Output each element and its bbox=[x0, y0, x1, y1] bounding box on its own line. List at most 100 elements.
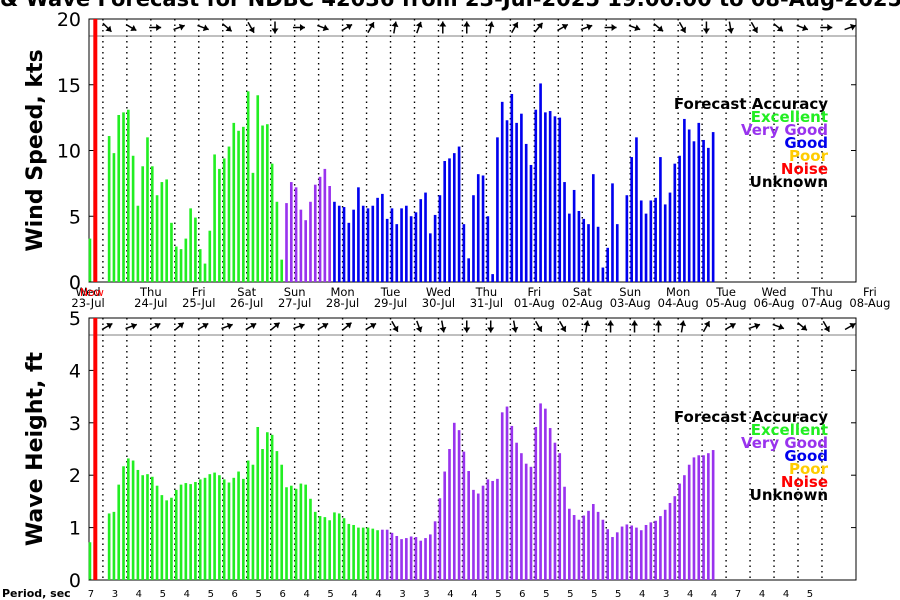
date-label: 03-Aug bbox=[610, 296, 651, 310]
bar bbox=[467, 258, 470, 282]
direction-arrow bbox=[844, 322, 856, 331]
direction-arrow bbox=[583, 320, 591, 333]
bar bbox=[505, 406, 509, 580]
bar bbox=[347, 222, 351, 282]
arrow-head bbox=[654, 320, 662, 326]
bar bbox=[270, 163, 274, 282]
y-tick-label: 10 bbox=[57, 141, 81, 163]
bar bbox=[668, 192, 672, 282]
bar bbox=[529, 164, 533, 282]
bar bbox=[591, 174, 595, 282]
bar bbox=[496, 478, 499, 580]
direction-arrow bbox=[702, 320, 711, 333]
period-value: 4 bbox=[783, 589, 789, 600]
bar bbox=[544, 408, 547, 580]
direction-arrow bbox=[341, 23, 353, 32]
bar bbox=[184, 483, 188, 580]
period-value: 4 bbox=[375, 589, 381, 600]
bar bbox=[361, 527, 365, 580]
arrow-head bbox=[702, 28, 710, 34]
legend-title: Forecast Accuracy bbox=[674, 408, 828, 426]
period-value: 5 bbox=[208, 589, 214, 600]
direction-arrow bbox=[822, 320, 830, 333]
bar bbox=[534, 426, 538, 580]
period-value: 5 bbox=[495, 589, 501, 600]
direction-arrow bbox=[487, 320, 495, 333]
period-value: 4 bbox=[136, 589, 142, 600]
arrow-head bbox=[105, 25, 112, 32]
bar bbox=[630, 525, 633, 580]
bar bbox=[352, 209, 355, 282]
bar bbox=[227, 482, 231, 580]
arrow-head bbox=[727, 27, 735, 34]
bar bbox=[539, 403, 542, 580]
bar bbox=[409, 536, 413, 580]
direction-arrow bbox=[125, 322, 138, 330]
bar bbox=[194, 217, 197, 282]
bar bbox=[625, 524, 629, 580]
bar bbox=[611, 183, 614, 282]
period-value: 3 bbox=[423, 589, 429, 600]
bar bbox=[476, 493, 480, 580]
bar bbox=[654, 520, 657, 580]
bar bbox=[198, 249, 202, 282]
arrow-head bbox=[463, 21, 471, 27]
period-value: 4 bbox=[687, 589, 693, 600]
bar bbox=[500, 412, 504, 580]
arrow-head bbox=[751, 26, 758, 33]
bar bbox=[448, 449, 451, 580]
bar bbox=[141, 475, 145, 580]
bar bbox=[419, 199, 423, 282]
arrow-head bbox=[298, 322, 305, 330]
arrow-head bbox=[439, 21, 447, 27]
date-label: 27-Jul bbox=[278, 296, 311, 310]
day-of-week-label: Tue bbox=[380, 285, 401, 299]
bar bbox=[678, 483, 681, 580]
bar bbox=[251, 172, 255, 282]
bar bbox=[448, 158, 451, 282]
arrow-head bbox=[369, 322, 377, 330]
bar bbox=[424, 192, 427, 282]
direction-arrow bbox=[535, 320, 543, 333]
bar bbox=[563, 486, 566, 580]
bar bbox=[510, 93, 514, 282]
date-label: 04-Aug bbox=[658, 296, 699, 310]
arrow-head bbox=[634, 24, 641, 32]
direction-arrow bbox=[365, 322, 377, 331]
bar bbox=[611, 537, 614, 580]
bar bbox=[366, 527, 370, 580]
bar bbox=[678, 155, 681, 282]
bar bbox=[568, 213, 571, 282]
bar bbox=[524, 143, 528, 282]
direction-arrow bbox=[221, 23, 233, 32]
day-of-week-label: Thu bbox=[139, 285, 162, 299]
bar bbox=[323, 168, 327, 282]
direction-arrow bbox=[679, 320, 687, 333]
arrow-head bbox=[536, 22, 543, 29]
bar bbox=[256, 95, 260, 283]
bar bbox=[553, 442, 557, 580]
bar bbox=[563, 182, 566, 282]
direction-arrow bbox=[317, 322, 329, 331]
period-value: 5 bbox=[256, 589, 262, 600]
direction-arrow bbox=[292, 24, 305, 31]
bar bbox=[218, 168, 221, 282]
direction-arrow bbox=[415, 320, 423, 333]
bar bbox=[707, 453, 710, 580]
period-row: Period, sec 7 3 4 5 4 5 6 5 6 4 5 4 4 3 3 4 4 5 6 5 5 5 5 4 3 4 4 7 4… bbox=[2, 587, 813, 600]
period-value: 4 bbox=[447, 589, 453, 600]
bar bbox=[438, 195, 442, 282]
period-value: 4 bbox=[711, 589, 717, 600]
arrow-head bbox=[561, 23, 568, 31]
day-of-week-label: Mon bbox=[666, 285, 690, 299]
bar bbox=[663, 509, 667, 580]
date-label: 30-Jul bbox=[422, 296, 455, 310]
bar bbox=[524, 463, 528, 580]
bar bbox=[433, 521, 437, 580]
direction-arrow bbox=[221, 322, 233, 330]
bar bbox=[544, 112, 547, 283]
bar bbox=[366, 208, 370, 282]
date-label: 08-Aug bbox=[849, 296, 890, 310]
bar bbox=[385, 218, 389, 282]
bar bbox=[361, 205, 365, 282]
